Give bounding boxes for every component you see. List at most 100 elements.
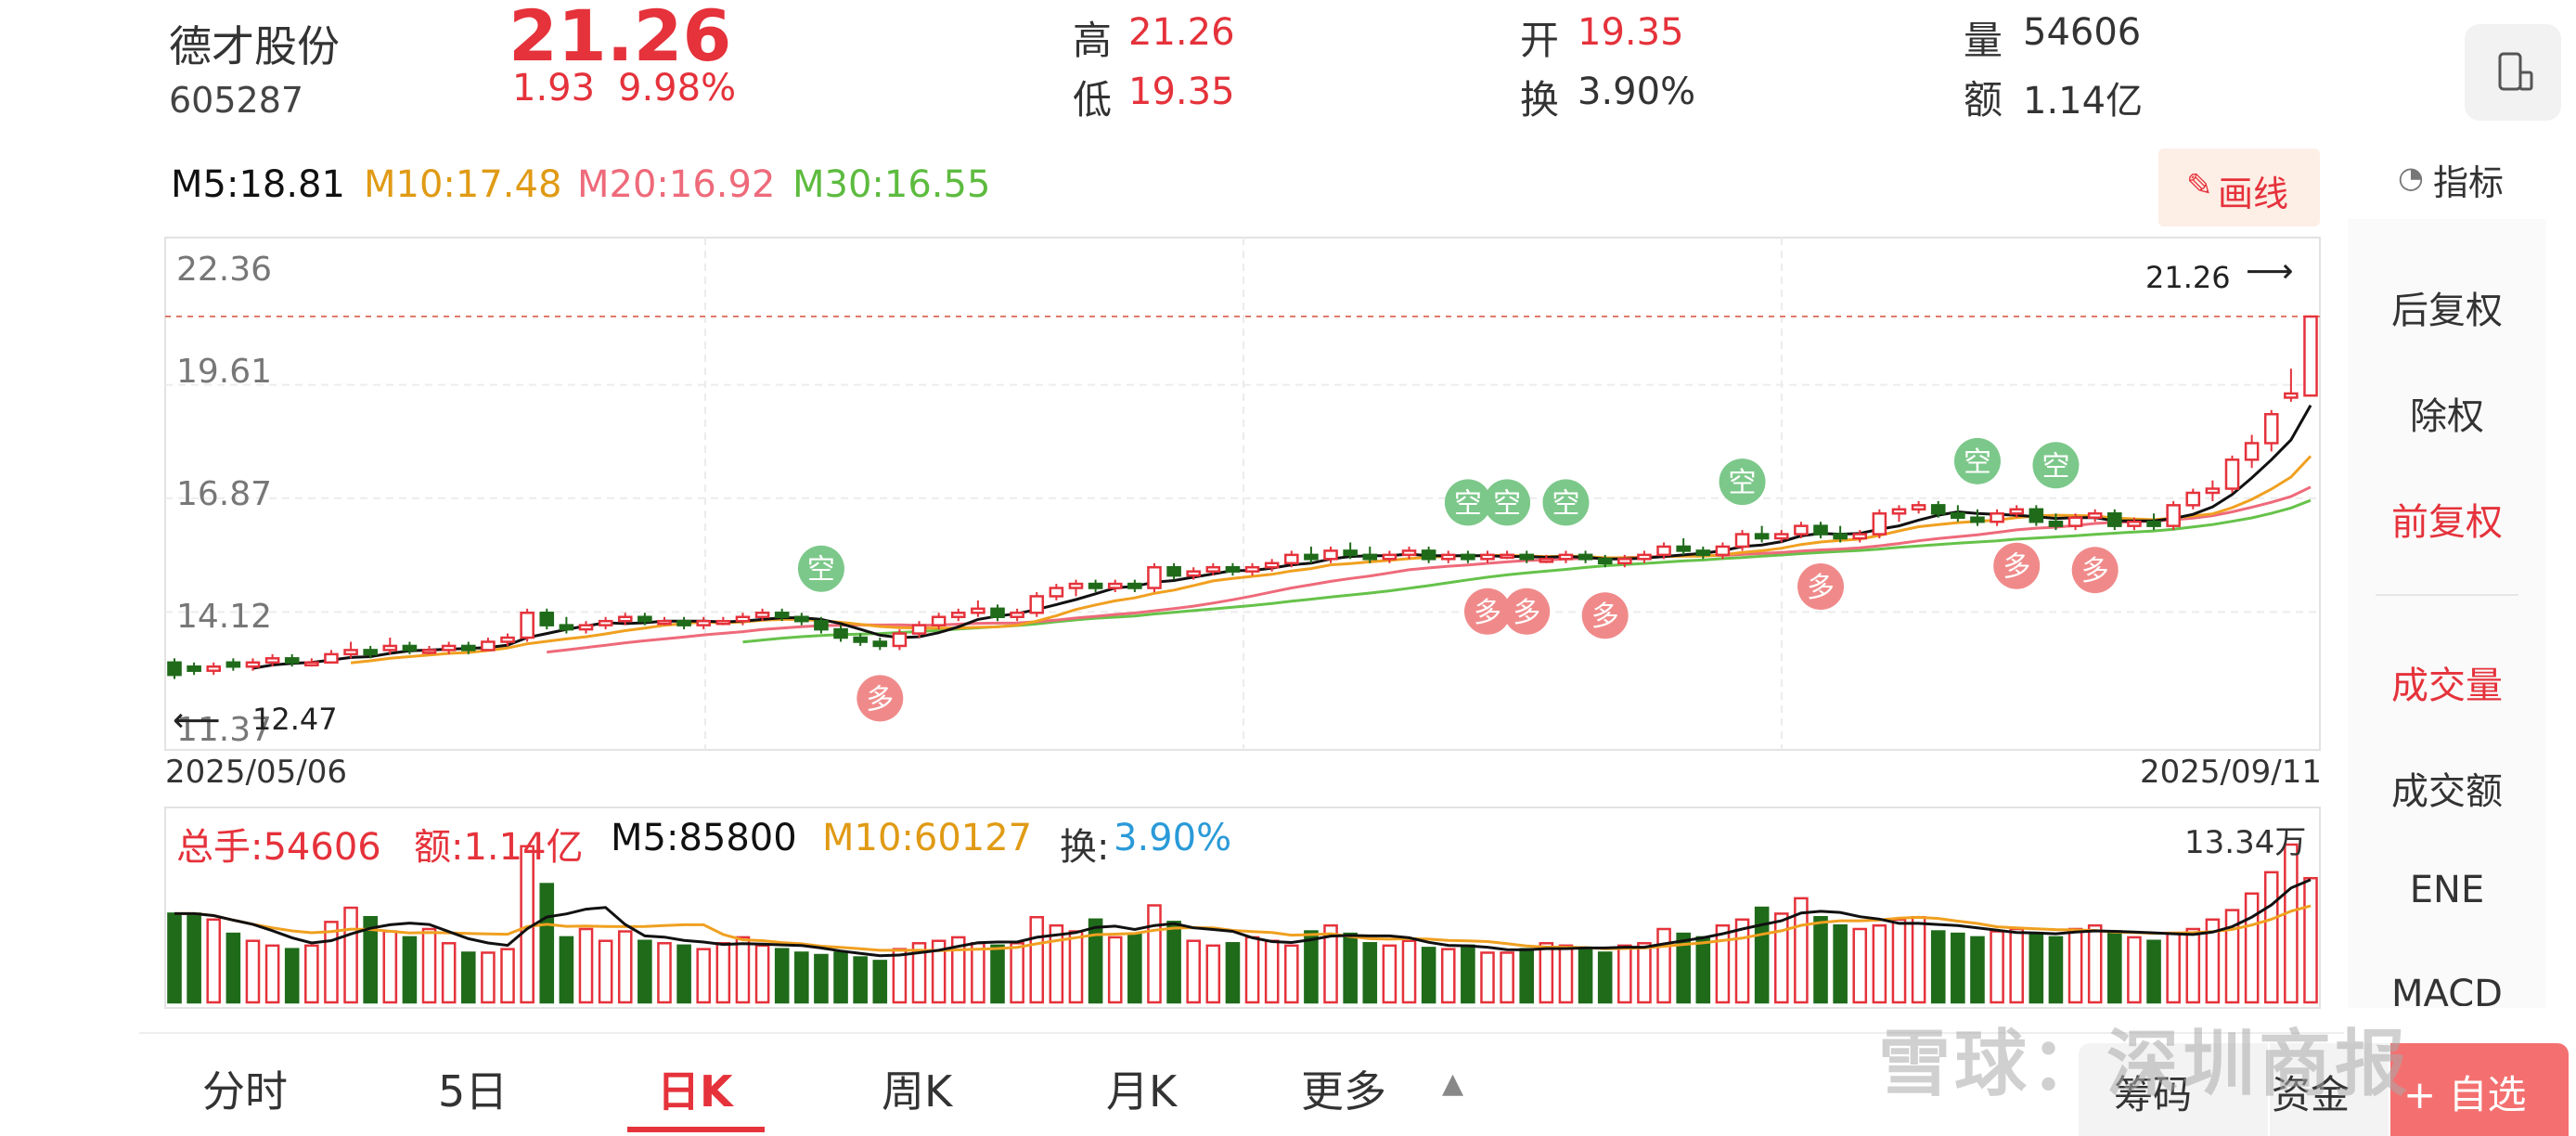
volume-bar (539, 883, 555, 1004)
draw-line-button[interactable]: ✎ 画线 (2158, 148, 2320, 226)
volume-bar (1754, 906, 1770, 1004)
volume-bar (1637, 942, 1652, 1004)
volume-ma-lines (174, 878, 2312, 958)
candle-body (304, 661, 319, 667)
candle-body (814, 619, 829, 631)
long-signal: 多 (1797, 563, 1845, 611)
candle-body (1833, 533, 1848, 540)
candle-body (2146, 520, 2161, 527)
candle-body (343, 649, 358, 656)
price-grid (164, 237, 2321, 751)
open-label: 开 (1520, 18, 1560, 63)
candle-body (1872, 512, 1887, 536)
low-marker-label: 12.47 (252, 702, 338, 737)
candle-body (853, 636, 868, 643)
candle-body (1068, 582, 1084, 589)
sidebar-item-ex-rights[interactable]: 除权 (2410, 395, 2484, 438)
candle-body (2107, 512, 2122, 527)
low-label: 低 (1073, 77, 1113, 123)
tab-intraday[interactable]: 分时 (202, 1066, 288, 1117)
funds-label: 资金 (2272, 1072, 2351, 1117)
volume-ma10-legend: M10:60127 (822, 817, 1033, 859)
candle-body (1695, 549, 1711, 557)
candle-body (441, 644, 457, 652)
tab-5day[interactable]: 5日 (438, 1066, 509, 1117)
volume-amount-legend: 额:1.14亿 (414, 826, 584, 869)
y-tick-label: 14.12 (176, 598, 273, 636)
sidebar-item-volume[interactable]: 成交量 (2391, 665, 2503, 707)
volume-bar (1872, 923, 1887, 1004)
short-signal: 空 (1484, 479, 1531, 526)
volume-bar (187, 912, 201, 1004)
sidebar-item-ene[interactable]: ENE (2409, 869, 2485, 911)
candle-body (2067, 516, 2083, 527)
sidebar-item-turnover-amount[interactable]: 成交额 (2391, 770, 2503, 813)
volume-bar (2146, 939, 2161, 1004)
volume-bar (1382, 944, 1397, 1004)
sidebar-item-macd[interactable]: MACD (2391, 973, 2503, 1006)
add-watchlist-button[interactable]: + 自选 (2390, 1043, 2569, 1136)
candle-body (754, 612, 770, 618)
candle-body (284, 657, 300, 665)
candle-body (2048, 520, 2064, 527)
amount-label: 额 (1964, 77, 2003, 123)
volume-bar (1578, 948, 1593, 1004)
short-signal-badge (1719, 458, 1766, 506)
volume-bar (1421, 947, 1436, 1004)
candle-body (324, 652, 339, 665)
signal-markers: 空空空空空空 空多多多多多多多 (797, 437, 2119, 722)
watermark: 雪球：深圳商报 (1878, 1023, 2412, 1106)
short-signal-text: 空 (807, 554, 835, 587)
volume-bar (1695, 936, 1711, 1004)
short-signal: 空 (1719, 458, 1766, 506)
volume-bar (1676, 932, 1691, 1004)
candle-body (559, 624, 574, 631)
long-signal-badge (1581, 592, 1629, 639)
volume-bar (2009, 927, 2025, 1004)
stock-code: 605287 (169, 80, 304, 121)
sidebar-item-forward-adjust[interactable]: 前复权 (2391, 501, 2503, 544)
candle-body (931, 615, 947, 626)
volume-bar (304, 944, 319, 1004)
long-signal: 多 (1581, 592, 1629, 639)
kline-chart[interactable]: 空空空空空空 空多多多多多多多 (0, 0, 2348, 1030)
short-signal-text: 空 (1552, 487, 1579, 520)
candle-body (1461, 553, 1475, 561)
candle-body (872, 640, 888, 648)
tab-more[interactable]: 更多 (1301, 1066, 1386, 1117)
volume-bar (2205, 918, 2221, 1004)
active-tab-indicator (627, 1127, 765, 1132)
volume-max-label: 13.34万 (2184, 824, 2307, 861)
ma5-legend: M5:18.81 (171, 163, 345, 206)
chips-button[interactable]: 筹码 (2079, 1043, 2268, 1136)
candle-body (1773, 533, 1789, 540)
candle-body (1147, 565, 1162, 589)
candle-body (1578, 553, 1593, 561)
tab-daily-k[interactable]: 日K (657, 1066, 733, 1117)
sidebar-item-backward-adjust[interactable]: 后复权 (2391, 290, 2503, 332)
volume-bar (1166, 921, 1181, 1004)
volume-bar (715, 942, 731, 1004)
volume-bar (1343, 932, 1358, 1004)
tab-monthly-k[interactable]: 月K (1106, 1066, 1178, 1117)
volume-bar (833, 951, 848, 1004)
volume-bar (872, 960, 888, 1004)
tab-weekly-k[interactable]: 周K (882, 1066, 953, 1117)
candle-body (1911, 504, 1926, 511)
volume-bar (1304, 930, 1319, 1004)
candle-body (2087, 512, 2103, 519)
funds-button[interactable]: 资金 (2270, 1043, 2389, 1136)
volume-bar (1539, 942, 1554, 1004)
long-signal-badge (1463, 587, 1511, 635)
volume-bar (1440, 948, 1456, 1004)
candle-body (1734, 533, 1750, 549)
landscape-toggle-button[interactable] (2465, 24, 2561, 121)
caret-up-icon[interactable]: ▲ (1442, 1067, 1464, 1100)
volume-bar (1225, 942, 1241, 1004)
volume-bar (264, 944, 280, 1004)
candle-body (187, 665, 201, 672)
candle-body (696, 619, 712, 626)
volume-bar (598, 939, 613, 1004)
candle-body (2263, 413, 2279, 445)
long-signal: 多 (857, 675, 904, 722)
